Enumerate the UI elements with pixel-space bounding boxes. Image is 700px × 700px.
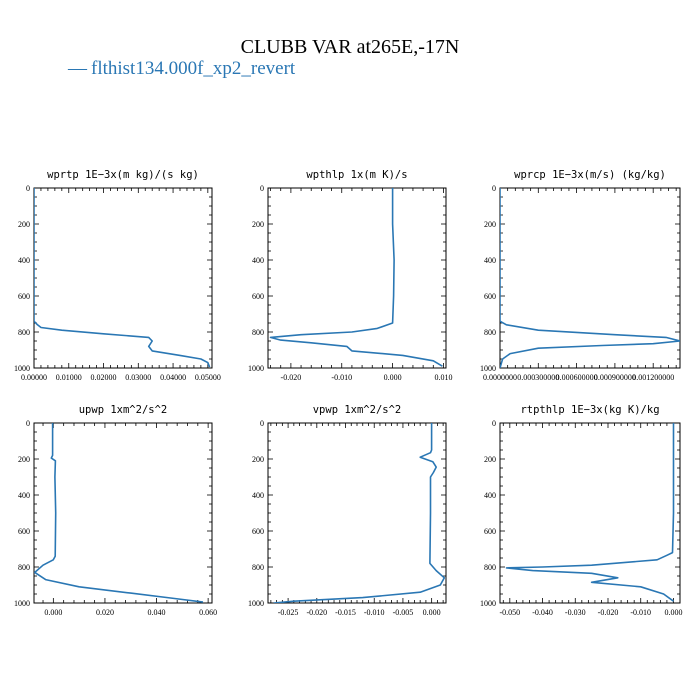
figure-title: CLUBB VAR at265E,-17N (240, 36, 460, 58)
y-tick-label: 400 (484, 491, 496, 500)
x-tick-label: 0.000 (44, 608, 62, 617)
x-tick-label: -0.015 (335, 608, 356, 617)
y-tick-label: 0 (260, 184, 264, 193)
y-tick-label: 200 (252, 220, 264, 229)
axes-frame (33, 422, 213, 604)
legend-line-marker: — (68, 58, 87, 79)
series-line (273, 423, 446, 603)
y-tick-label: 1000 (14, 364, 30, 373)
x-tick-label: 0.000600000 (556, 373, 598, 382)
y-tick-label: 800 (252, 328, 264, 337)
y-tick-label: 200 (484, 220, 496, 229)
panel-6: rtpthlp 1E−3x(kg K)/kg02004006008001000-… (480, 404, 682, 617)
y-tick-label: 800 (484, 563, 496, 572)
panel-title: rtpthlp 1E−3x(kg K)/kg (520, 404, 659, 416)
panel-title: vpwp 1xm^2/s^2 (313, 404, 402, 416)
y-tick-label: 800 (484, 328, 496, 337)
x-tick-label: -0.010 (331, 373, 352, 382)
x-tick-label: -0.020 (598, 608, 619, 617)
x-tick-label: 0.00000 (21, 373, 47, 382)
panel-title: wprtp 1E−3x(m kg)/(s kg) (47, 169, 199, 181)
panel-2: wpthlp 1x(m K)/s 0 200 400 600 800 1000 -0.020 -… (248, 169, 452, 382)
y-tick-label: 0 (260, 419, 264, 428)
y-tick-label: 600 (18, 527, 30, 536)
y-tick-label: 0 (492, 184, 496, 193)
x-tick-label: 0.03000 (125, 373, 151, 382)
x-tick-label: -0.010 (364, 608, 385, 617)
x-tick-label: 0.01000 (56, 373, 82, 382)
x-tick-label: 0.04000 (160, 373, 186, 382)
y-tick-label: 200 (252, 455, 264, 464)
y-tick-label: 400 (252, 256, 264, 265)
x-tick-label: 0.05000 (195, 373, 221, 382)
x-tick-label: 0.0000000 (483, 373, 517, 382)
panel-3: wprcp 1E−3x(m/s) (kg/kg) 0 200 400 600 800 100… (480, 169, 681, 382)
y-tick-label: 600 (484, 292, 496, 301)
x-tick-label: 0.000900000 (594, 373, 636, 382)
y-tick-label: 1000 (248, 599, 264, 608)
x-tick-label: 0.020 (96, 608, 114, 617)
y-tick-label: 800 (252, 563, 264, 572)
y-tick-label: 1000 (248, 364, 264, 373)
panel-title: upwp 1xm^2/s^2 (79, 404, 168, 416)
x-tick-label: 0.010 (434, 373, 452, 382)
legend-label: flthist134.000f_xp2_revert (91, 58, 296, 79)
y-tick-label: 0 (492, 419, 496, 428)
x-tick-label: -0.030 (565, 608, 586, 617)
x-tick-label: 0.000 (384, 373, 402, 382)
series-line (269, 188, 443, 367)
series-line (505, 423, 675, 602)
panel-5: vpwp 1xm^2/s^2 0 200 400 600 800 1000 -0.025 -0.… (248, 404, 447, 617)
y-tick-label: 600 (252, 527, 264, 536)
x-tick-label: 0.001200000 (632, 373, 674, 382)
y-tick-label: 400 (18, 256, 30, 265)
series-line (34, 188, 211, 368)
y-tick-label: 1000 (480, 364, 496, 373)
x-tick-label: 0.000 (423, 608, 441, 617)
y-tick-label: 200 (484, 455, 496, 464)
panel-title: wpthlp 1x(m K)/s (306, 169, 407, 181)
y-tick-label: 400 (252, 491, 264, 500)
panel-1: wprtp 1E−3x(m kg)/(s kg) 0 200 400 600 800 100… (14, 169, 221, 382)
y-tick-label: 600 (252, 292, 264, 301)
x-tick-label: 0.000 (664, 608, 682, 617)
axes-frame (267, 422, 447, 604)
y-tick-label: 600 (18, 292, 30, 301)
x-tick-label: 0.02000 (91, 373, 117, 382)
x-tick-label: -0.020 (306, 608, 327, 617)
y-tick-label: 600 (484, 527, 496, 536)
x-tick-label: -0.005 (393, 608, 414, 617)
x-tick-label: 0.040 (148, 608, 166, 617)
y-tick-label: 200 (18, 220, 30, 229)
y-tick-label: 800 (18, 328, 30, 337)
x-tick-label: -0.010 (630, 608, 651, 617)
x-tick-label: 0.000300000 (517, 373, 559, 382)
x-tick-label: -0.020 (281, 373, 302, 382)
panel-title: wprcp 1E−3x(m/s) (kg/kg) (514, 169, 666, 181)
x-tick-label: -0.040 (532, 608, 553, 617)
axes-frame (33, 187, 213, 369)
x-tick-label: 0.060 (199, 608, 217, 617)
y-tick-label: 800 (18, 563, 30, 572)
series-line (500, 188, 680, 368)
series-line (34, 423, 204, 603)
y-tick-label: 0 (26, 419, 30, 428)
y-tick-label: 1000 (14, 599, 30, 608)
legend: — flthist134.000f_xp2_revert (68, 58, 295, 80)
y-tick-label: 0 (26, 184, 30, 193)
axes-frame (499, 422, 681, 604)
y-tick-label: 400 (484, 256, 496, 265)
y-tick-label: 200 (18, 455, 30, 464)
panel-4: upwp 1xm^2/s^2 0 200 400 600 800 1000 0.000 0.02… (14, 404, 217, 617)
x-tick-label: -0.025 (278, 608, 299, 617)
axes-frame (499, 187, 681, 369)
y-tick-label: 1000 (480, 599, 496, 608)
x-tick-label: -0.050 (499, 608, 520, 617)
y-tick-label: 400 (18, 491, 30, 500)
